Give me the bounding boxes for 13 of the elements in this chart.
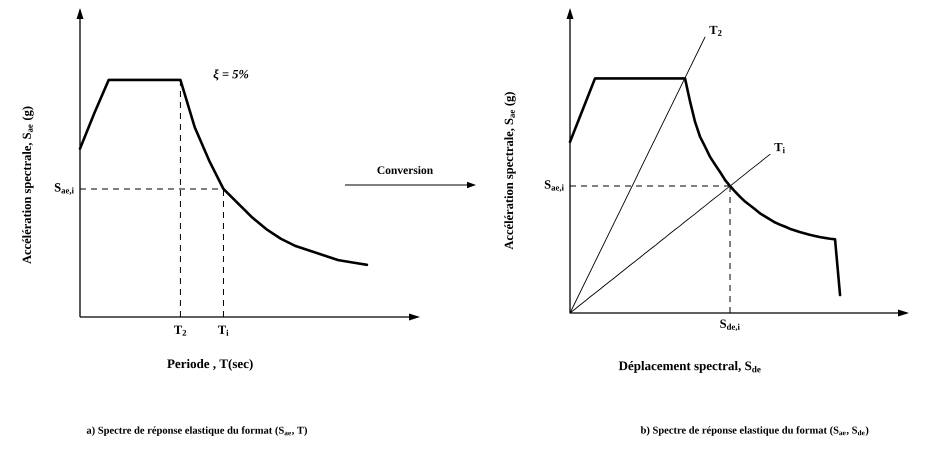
text: b) Spectre de réponse elastique du format (S$_{ae}$, S$_{de}$) [640,426,868,436]
ref-line-label: S$_{ae,i}$ [544,180,564,192]
annotation: ξ = 5% [214,69,248,80]
x-axis-title: Periode , T(sec) [167,359,253,371]
x-axis-title: Déplacement spectral, S$_{de}$ [618,361,761,373]
y-axis-title: Accélération spectrale, S$_{ae}$ (g) [504,92,516,250]
ref-line-label: S$_{ae,i}$ [54,183,74,195]
series-label: T$_{2}$ [709,26,722,36]
text: S$_{de,i}$ [720,320,740,332]
y-axis-title: Accélération spectrale, S$_{ae}$ (g) [22,106,34,264]
series-label: T$_{i}$ [774,142,785,154]
text: Conversion [377,166,433,174]
text: a) Spectre de réponse elastique du format (S$_{ae}$, T) [86,426,307,436]
